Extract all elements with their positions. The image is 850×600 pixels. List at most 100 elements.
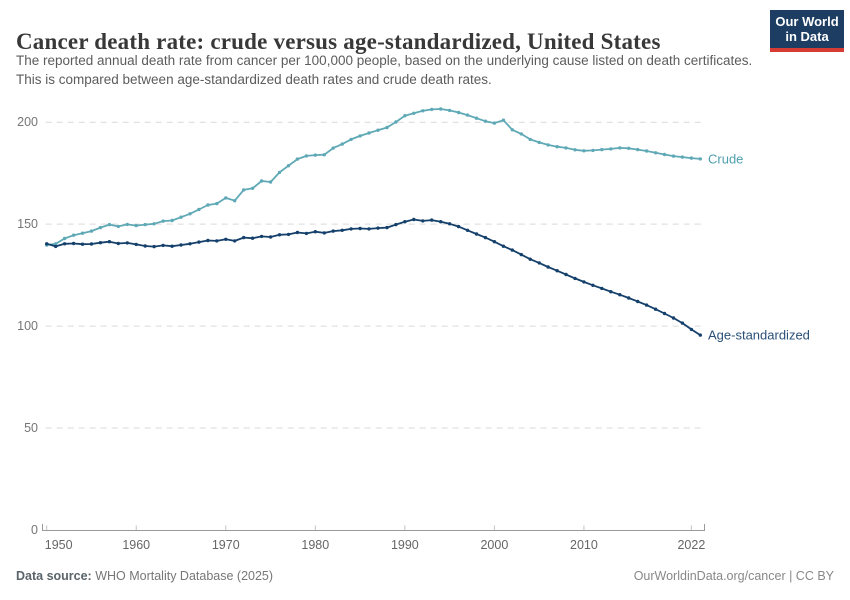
series-point-age-standardized-2004 <box>528 257 532 261</box>
series-point-age-standardized-2011 <box>591 283 595 287</box>
series-point-crude-1970 <box>224 196 228 200</box>
series-point-crude-1979 <box>304 154 309 158</box>
series-point-age-standardized-2001 <box>501 244 506 248</box>
series-point-crude-1980 <box>313 153 317 157</box>
series-point-age-standardized-2010 <box>582 280 586 284</box>
series-point-crude-2023 <box>698 157 702 161</box>
series-point-crude-2005 <box>537 140 541 145</box>
series-point-crude-2007 <box>555 145 559 149</box>
series-point-crude-2004 <box>528 137 532 142</box>
x-axis-label-1980: 1980 <box>301 538 330 552</box>
series-point-crude-1953 <box>71 233 76 237</box>
y-axis-label-50: 50 <box>24 421 38 436</box>
series-point-crude-1973 <box>250 186 255 190</box>
series-point-age-standardized-1954 <box>80 242 85 246</box>
series-point-age-standardized-1984 <box>349 227 353 231</box>
y-axis-label-200: 200 <box>17 115 38 130</box>
x-axis-label-1960: 1960 <box>122 538 151 552</box>
series-point-age-standardized-2014 <box>618 293 622 297</box>
series-point-age-standardized-2012 <box>600 286 604 291</box>
series-point-crude-2019 <box>662 152 667 157</box>
series-point-age-standardized-1975 <box>268 235 273 239</box>
series-point-crude-1956 <box>98 225 103 230</box>
data-source-label: Data source: <box>16 569 92 583</box>
series-point-crude-2011 <box>591 148 595 153</box>
series-point-crude-1994 <box>439 107 443 111</box>
series-point-crude-1986 <box>367 131 371 135</box>
series-point-age-standardized-1988 <box>385 225 389 230</box>
data-source-value: WHO Mortality Database (2025) <box>91 569 274 583</box>
series-point-age-standardized-2016 <box>636 299 640 304</box>
series-label-crude[interactable]: Crude <box>708 151 744 167</box>
series-point-crude-1992 <box>421 109 425 113</box>
series-point-age-standardized-1968 <box>206 238 210 243</box>
series-point-age-standardized-1995 <box>447 222 452 226</box>
series-point-crude-2006 <box>546 143 550 147</box>
series-point-age-standardized-1998 <box>474 232 479 236</box>
series-point-crude-1960 <box>134 223 138 228</box>
series-point-crude-1990 <box>403 114 407 118</box>
series-point-crude-2001 <box>501 118 506 122</box>
series-point-age-standardized-1990 <box>403 220 407 224</box>
series-point-age-standardized-2003 <box>519 252 523 257</box>
series-point-crude-1955 <box>89 229 94 233</box>
series-point-age-standardized-2000 <box>492 240 497 244</box>
series-point-crude-2016 <box>636 147 640 152</box>
series-point-crude-1954 <box>80 231 85 235</box>
series-point-crude-2009 <box>573 148 577 152</box>
series-point-age-standardized-1989 <box>394 222 398 227</box>
series-point-age-standardized-1999 <box>483 235 488 240</box>
series-point-crude-1968 <box>206 203 210 207</box>
series-point-age-standardized-1958 <box>116 241 121 246</box>
series-point-age-standardized-2022 <box>689 327 694 332</box>
series-point-age-standardized-1983 <box>340 228 344 232</box>
series-point-age-standardized-2008 <box>564 272 568 277</box>
x-axis-label-1990: 1990 <box>390 538 419 552</box>
series-point-age-standardized-1950 <box>45 242 49 246</box>
series-point-crude-2017 <box>644 149 649 153</box>
series-point-crude-1985 <box>358 134 362 138</box>
series-point-age-standardized-1976 <box>277 233 282 237</box>
series-point-age-standardized-1996 <box>456 224 461 229</box>
series-point-age-standardized-2013 <box>609 290 613 294</box>
series-point-age-standardized-1963 <box>161 243 165 248</box>
series-point-crude-2022 <box>689 156 694 160</box>
x-axis-label-2022: 2022 <box>677 538 706 552</box>
series-point-age-standardized-1961 <box>143 244 147 248</box>
series-point-crude-1993 <box>430 107 434 112</box>
series-point-crude-1988 <box>385 125 389 130</box>
series-line-age-standardized[interactable] <box>46 218 701 336</box>
series-point-age-standardized-1993 <box>430 218 434 222</box>
series-point-crude-1987 <box>376 128 380 132</box>
series-point-age-standardized-1977 <box>286 232 291 237</box>
series-point-crude-1995 <box>447 108 452 113</box>
series-point-crude-2021 <box>680 155 685 159</box>
series-point-age-standardized-1972 <box>242 235 246 240</box>
y-axis-label-150: 150 <box>17 217 38 232</box>
license-note[interactable]: OurWorldinData.org/cancer | CC BY <box>633 569 834 583</box>
series-point-crude-1997 <box>465 113 470 117</box>
series-point-age-standardized-1953 <box>71 241 76 246</box>
series-point-crude-2014 <box>618 146 622 150</box>
series-point-crude-1962 <box>152 222 156 226</box>
series-point-age-standardized-1986 <box>367 227 371 231</box>
series-point-age-standardized-1985 <box>358 226 362 231</box>
x-axis-label-1950: 1950 <box>44 538 73 552</box>
series-point-age-standardized-1951 <box>54 244 58 249</box>
series-point-crude-2015 <box>627 146 631 150</box>
series-point-age-standardized-1956 <box>98 241 103 245</box>
series-point-crude-1984 <box>349 137 353 142</box>
series-point-age-standardized-1965 <box>179 243 183 247</box>
series-label-age-standardized[interactable]: Age-standardized <box>708 327 810 343</box>
x-axis-label-2000: 2000 <box>480 538 509 552</box>
series-point-age-standardized-1994 <box>439 220 443 224</box>
series-point-age-standardized-2015 <box>627 296 631 300</box>
series-point-crude-2018 <box>653 151 658 155</box>
y-axis-label-0: 0 <box>31 523 38 537</box>
series-point-age-standardized-2006 <box>546 265 550 269</box>
series-point-crude-2013 <box>609 147 613 151</box>
series-point-age-standardized-1959 <box>125 241 129 245</box>
series-point-crude-1998 <box>474 116 479 120</box>
